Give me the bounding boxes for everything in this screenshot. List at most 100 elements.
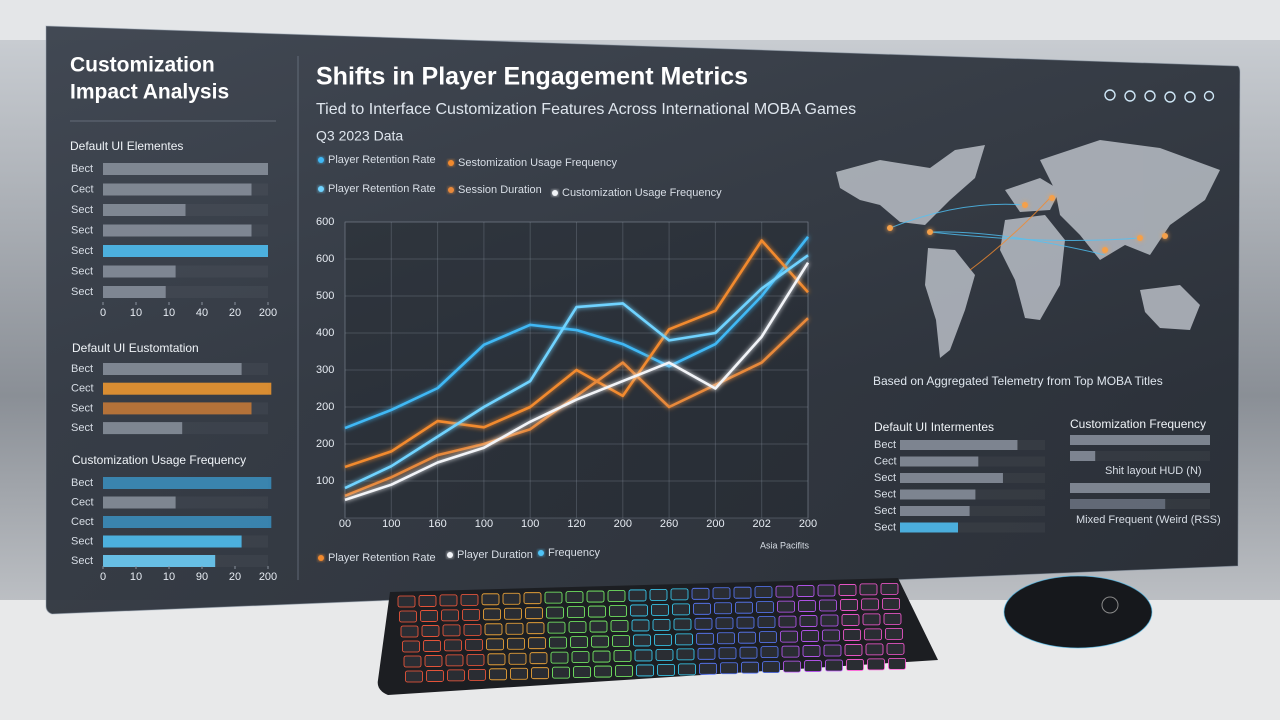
section-title: Default UI Intermentes (874, 420, 994, 434)
bar (900, 506, 970, 516)
icon[interactable] (1184, 91, 1196, 103)
bar-track (900, 522, 1045, 533)
category-label: Cect (71, 516, 94, 528)
key (762, 661, 780, 674)
y-tick-label: 600 (316, 253, 334, 265)
key (822, 629, 840, 642)
legend-label: Session Duration (458, 184, 542, 196)
icon[interactable] (1144, 90, 1156, 102)
key (570, 636, 588, 648)
key (594, 665, 612, 678)
key (421, 625, 440, 637)
key (636, 664, 654, 677)
key (649, 589, 668, 601)
bar (103, 245, 268, 257)
x-tick-label: 00 (339, 518, 351, 530)
category-label: Sect (71, 535, 93, 547)
key (817, 584, 836, 597)
legend-swatch (448, 187, 454, 193)
x-tick-label: 0 (100, 307, 106, 319)
key (462, 608, 480, 621)
key (819, 599, 837, 612)
x-tick-label: 200 (799, 518, 817, 530)
key (859, 583, 878, 596)
key (801, 630, 819, 642)
toolbar (1104, 89, 1215, 103)
category-label: Sect (71, 555, 93, 567)
key (529, 652, 548, 665)
legend-swatch (552, 190, 558, 196)
key (693, 602, 711, 615)
key (883, 612, 902, 625)
key (508, 652, 527, 665)
x-tick-label: 160 (428, 518, 446, 530)
category-label: Sect (71, 224, 93, 236)
category-label: Bect (71, 163, 93, 175)
key (717, 632, 735, 645)
key (733, 586, 752, 599)
legend-swatch (318, 186, 324, 192)
bar (103, 163, 268, 175)
key (696, 632, 714, 645)
category-label: Cect (71, 496, 94, 508)
icon[interactable] (1104, 89, 1116, 101)
x-tick-label: 90 (196, 571, 208, 583)
category-label: Cect (71, 383, 94, 395)
key (489, 668, 507, 681)
category-label: Sect (71, 245, 93, 257)
key (699, 662, 717, 675)
y-tick-label: 500 (316, 290, 334, 302)
legend-label: Player Retention Rate (328, 552, 436, 564)
bar-track (1070, 451, 1210, 461)
key (607, 590, 626, 602)
icon[interactable] (1203, 90, 1215, 102)
y-tick-label: 600 (316, 216, 334, 228)
key (798, 600, 816, 612)
key (591, 635, 609, 648)
panel-title: Impact Analysis (70, 81, 229, 104)
category-label: Bect (874, 439, 896, 451)
key (676, 648, 695, 661)
key (630, 604, 648, 617)
key (780, 630, 798, 643)
key (588, 605, 606, 618)
icon[interactable] (1164, 91, 1176, 103)
key (651, 604, 669, 616)
key (571, 651, 590, 663)
key (610, 620, 629, 632)
category-label: Sect (71, 286, 93, 298)
key (549, 636, 567, 649)
key (882, 597, 900, 610)
bar (103, 477, 272, 489)
legend-swatch (318, 555, 324, 561)
key (672, 603, 690, 616)
map-caption: Based on Aggregated Telemetry from Top M… (873, 374, 1163, 388)
x-tick-label: 260 (660, 518, 678, 530)
key (739, 646, 758, 659)
map-links (889, 197, 1141, 271)
x-tick-label: 20 (229, 307, 241, 319)
key (714, 602, 732, 615)
x-tick-label: 120 (567, 518, 585, 530)
bar (103, 363, 242, 375)
key (633, 634, 651, 647)
x-tick-label: 100 (475, 518, 493, 530)
legend-swatch (318, 157, 324, 163)
line (344, 317, 809, 498)
key (846, 659, 864, 671)
key (544, 591, 563, 604)
key (754, 586, 773, 599)
legend-label: Player Duration (457, 549, 533, 561)
key (613, 650, 632, 662)
key (444, 639, 462, 652)
key (399, 610, 417, 623)
key (484, 623, 503, 636)
legend-swatch (538, 550, 544, 556)
bar (103, 402, 252, 415)
bar (900, 473, 1003, 483)
icon[interactable] (1124, 90, 1136, 102)
key (720, 662, 738, 675)
key (735, 601, 753, 614)
key (655, 649, 674, 661)
region-label: Asia Pacifits (760, 540, 810, 550)
